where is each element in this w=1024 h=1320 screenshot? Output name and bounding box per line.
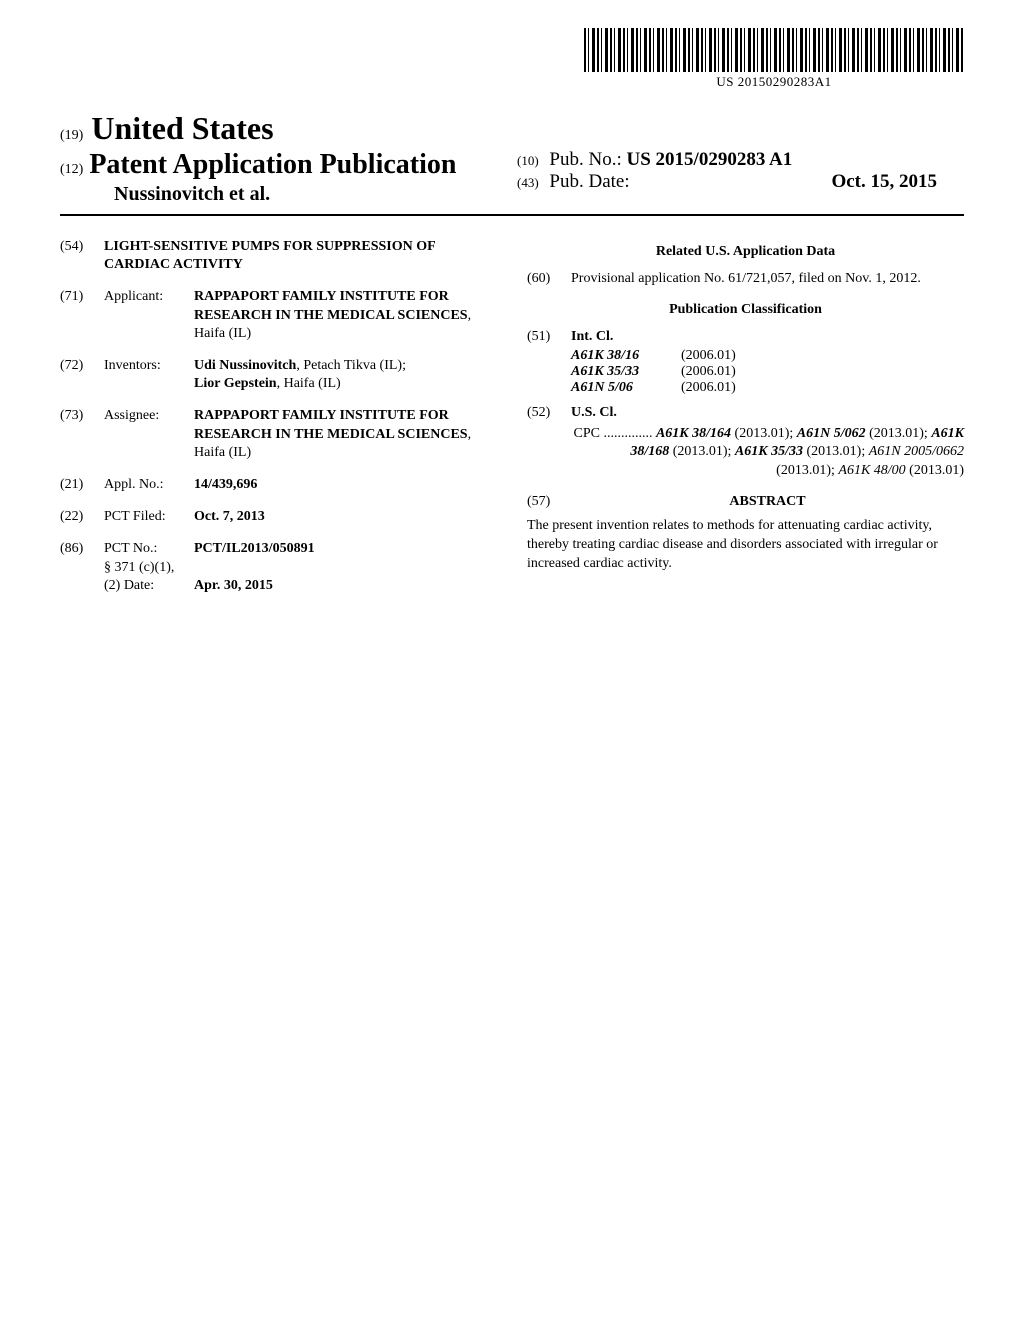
code-21: (21)	[60, 476, 104, 494]
s371-date-label: (2) Date:	[104, 578, 194, 594]
intcl-list: A61K 38/16 (2006.01) A61K 35/33 (2006.01…	[571, 348, 964, 396]
intcl-1-cls: A61K 35/33	[571, 364, 681, 380]
appl-no-label: Appl. No.:	[104, 476, 194, 494]
separator-rule	[60, 214, 964, 216]
cpc-4d: (2013.01);	[803, 444, 869, 459]
cpc-1d: (2013.01);	[731, 426, 797, 441]
code-12: (12)	[60, 162, 83, 178]
abstract-text: The present invention relates to methods…	[527, 517, 964, 574]
code-52: (52)	[527, 404, 571, 422]
related-heading: Related U.S. Application Data	[527, 244, 964, 260]
code-57: (57)	[527, 493, 571, 511]
cpc-1: A61K 38/164	[656, 426, 731, 441]
cpc-2d: (2013.01);	[866, 426, 932, 441]
inventor-1: Udi Nussinovitch	[194, 358, 296, 373]
cpc-5d: (2013.01);	[776, 463, 838, 478]
inventors-short: Nussinovitch et al.	[114, 183, 507, 206]
assignee-name: RAPPAPORT FAMILY INSTITUTE FOR RESEARCH …	[194, 408, 468, 441]
pct-no: PCT/IL2013/050891	[194, 540, 497, 558]
intcl-0-cls: A61K 38/16	[571, 348, 681, 364]
code-86: (86)	[60, 540, 104, 558]
pct-filed: Oct. 7, 2013	[194, 508, 497, 526]
header-country-row: (19) United States	[60, 110, 964, 147]
code-54: (54)	[60, 238, 104, 274]
inventor-2-loc: , Haifa (IL)	[277, 376, 341, 391]
intcl-2-yr: (2006.01)	[681, 380, 736, 396]
pub-date-label: Pub. Date:	[549, 171, 629, 192]
cpc-prefix: CPC ..............	[573, 426, 652, 441]
barcode-stripes	[584, 28, 964, 72]
inventor-1-loc: , Petach Tikva (IL);	[296, 358, 406, 373]
pub-no: US 2015/0290283 A1	[627, 149, 793, 170]
code-71: (71)	[60, 288, 104, 343]
title-block: (12) Patent Application Publication Nuss…	[60, 149, 964, 206]
code-60: (60)	[527, 270, 571, 288]
code-43: (43)	[517, 175, 539, 190]
pct-filed-label: PCT Filed:	[104, 508, 194, 526]
code-72: (72)	[60, 357, 104, 393]
pubclass-heading: Publication Classification	[527, 302, 964, 318]
inventors-label: Inventors:	[104, 357, 194, 393]
uscl-label: U.S. Cl.	[571, 404, 964, 422]
invention-title: LIGHT-SENSITIVE PUMPS FOR SUPPRESSION OF…	[104, 238, 497, 274]
intcl-0-yr: (2006.01)	[681, 348, 736, 364]
applicant-label: Applicant:	[104, 288, 194, 343]
intcl-2-cls: A61N 5/06	[571, 380, 681, 396]
applicant-name: RAPPAPORT FAMILY INSTITUTE FOR RESEARCH …	[194, 289, 468, 322]
pub-no-label: Pub. No.:	[549, 149, 621, 170]
abstract-label: ABSTRACT	[571, 493, 964, 511]
s371-label: § 371 (c)(1),	[104, 560, 194, 576]
intcl-label: Int. Cl.	[571, 328, 964, 346]
cpc-block: CPC .............. A61K 38/164 (2013.01)…	[571, 425, 964, 482]
code-73: (73)	[60, 407, 104, 462]
code-22: (22)	[60, 508, 104, 526]
barcode-text: US 20150290283A1	[584, 74, 964, 90]
cpc-5: A61N 2005/0662	[869, 444, 964, 459]
left-column: (54) LIGHT-SENSITIVE PUMPS FOR SUPPRESSI…	[60, 238, 497, 608]
barcode-block: US 20150290283A1	[584, 28, 964, 90]
code-19: (19)	[60, 128, 83, 144]
cpc-6: A61K 48/00	[838, 463, 905, 478]
appl-no: 14/439,696	[194, 476, 497, 494]
right-column: Related U.S. Application Data (60) Provi…	[527, 238, 964, 608]
publication-type: Patent Application Publication	[89, 149, 456, 181]
country: United States	[91, 110, 273, 147]
code-10: (10)	[517, 153, 539, 168]
pct-no-label: PCT No.:	[104, 540, 194, 558]
cpc-4: A61K 35/33	[735, 444, 803, 459]
inventor-2: Lior Gepstein	[194, 376, 277, 391]
cpc-6d: (2013.01)	[906, 463, 964, 478]
pub-date: Oct. 15, 2015	[831, 171, 937, 193]
intcl-1-yr: (2006.01)	[681, 364, 736, 380]
cpc-2: A61N 5/062	[797, 426, 866, 441]
s371-date: Apr. 30, 2015	[194, 578, 273, 594]
provisional-text: Provisional application No. 61/721,057, …	[571, 270, 964, 288]
cpc-3d: (2013.01);	[669, 444, 735, 459]
code-51: (51)	[527, 328, 571, 346]
assignee-label: Assignee:	[104, 407, 194, 462]
